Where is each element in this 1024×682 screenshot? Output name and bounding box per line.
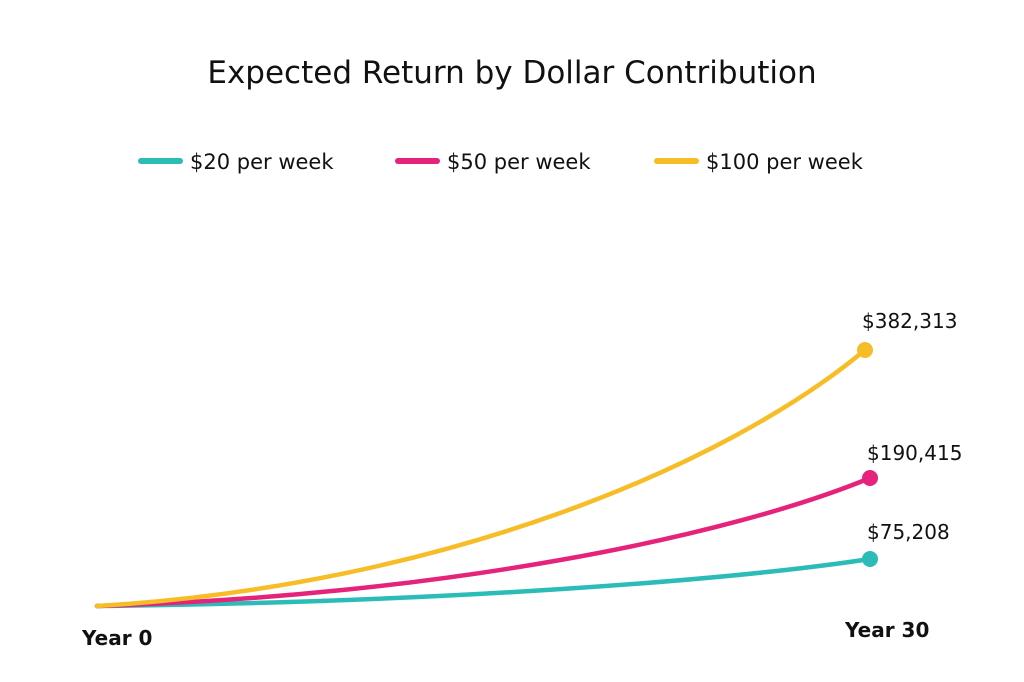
series-end-point: [857, 342, 873, 358]
series-end-point: [862, 470, 878, 486]
series-line: [94, 556, 873, 609]
plot-area: $75,208 $190,415 $382,313: [94, 309, 962, 609]
chart-title: Expected Return by Dollar Contribution: [207, 55, 816, 91]
legend-item-0: $20 per week: [138, 150, 334, 174]
data-label: $75,208: [867, 520, 950, 544]
legend: $20 per week $50 per week $100 per week: [138, 150, 864, 174]
x-tick-label-year-0: Year 0: [81, 626, 152, 650]
x-tick-label-year-30: Year 30: [844, 618, 929, 642]
legend-label: $20 per week: [190, 150, 334, 174]
legend-label: $50 per week: [447, 150, 591, 174]
legend-label: $100 per week: [706, 150, 864, 174]
series-end-point: [862, 551, 878, 567]
data-label: $382,313: [862, 309, 957, 333]
series-line: [94, 347, 868, 609]
legend-item-2: $100 per week: [654, 150, 864, 174]
series-line: [94, 475, 873, 609]
legend-item-1: $50 per week: [395, 150, 591, 174]
data-label: $190,415: [867, 441, 962, 465]
